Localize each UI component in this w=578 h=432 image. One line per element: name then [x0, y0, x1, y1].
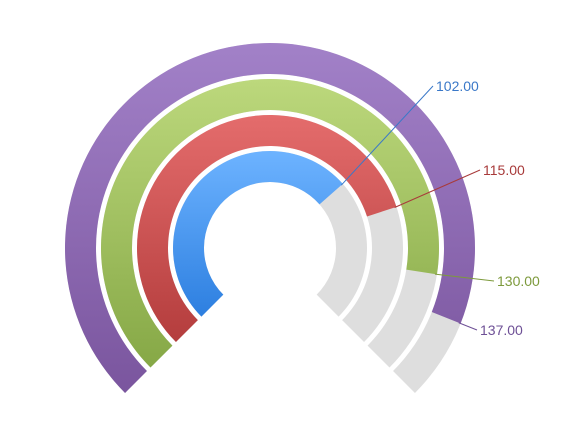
value-label-3: 130.00: [497, 273, 540, 289]
value-label-group: 102.00 115.00 130.00 137.00: [436, 78, 540, 338]
bar-ring-4[interactable]: [65, 43, 476, 393]
bar-ring-3[interactable]: [101, 79, 440, 368]
value-label-2: 115.00: [483, 162, 525, 178]
leader-line-group: [340, 85, 495, 331]
bar-ring-1[interactable]: [172, 150, 343, 317]
leader-line-4: [458, 322, 478, 331]
value-label-1: 102.00: [436, 78, 479, 94]
leader-line-1: [340, 85, 434, 186]
leader-line-3: [434, 273, 495, 282]
bar-ring-2[interactable]: [136, 114, 397, 343]
bar-group: [65, 43, 476, 393]
value-label-4: 137.00: [480, 322, 523, 338]
leader-line-2: [394, 169, 481, 208]
